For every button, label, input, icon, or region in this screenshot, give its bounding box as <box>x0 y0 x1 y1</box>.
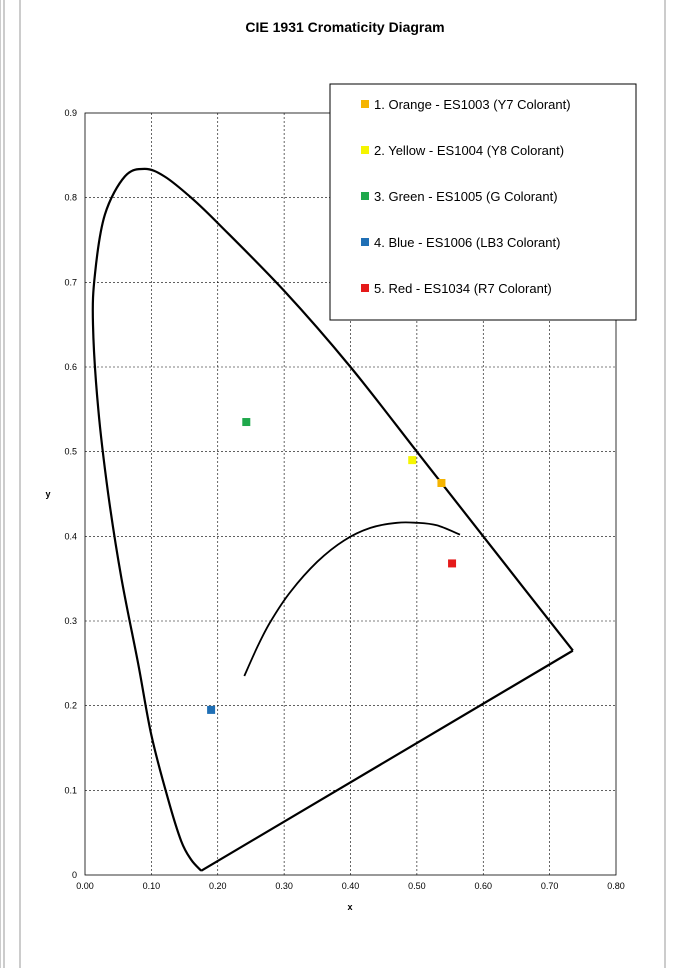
data-point-series-5 <box>448 559 457 568</box>
y-tick-label: 0 <box>72 870 77 880</box>
legend-label-1: 1. Orange - ES1003 (Y7 Colorant) <box>374 97 571 112</box>
y-tick-label: 0.1 <box>64 785 77 795</box>
legend-label-3: 3. Green - ES1005 (G Colorant) <box>374 189 558 204</box>
line-of-purples <box>200 649 574 872</box>
legend-label-5: 5. Red - ES1034 (R7 Colorant) <box>374 281 552 296</box>
legend-marker-2 <box>361 146 369 154</box>
legend: 1. Orange - ES1003 (Y7 Colorant) 2. Yello… <box>329 83 637 321</box>
legend-marker-5 <box>361 284 369 292</box>
y-axis-title: y <box>45 489 50 499</box>
x-tick-label: 0.70 <box>541 881 559 891</box>
y-tick-label: 0.6 <box>64 362 77 372</box>
y-tick-label: 0.9 <box>64 108 77 118</box>
ticks-layer: 0.00 0.10 0.20 0.30 0.40 0.50 0.60 0.70 0.80 0 0.1… <box>64 108 624 891</box>
x-tick-label: 0.10 <box>143 881 161 891</box>
x-tick-label: 0.40 <box>342 881 360 891</box>
y-tick-label: 0.8 <box>64 193 77 203</box>
data-point-series-1 <box>437 478 446 487</box>
y-tick-label: 0.7 <box>64 277 77 287</box>
points-layer <box>207 418 457 714</box>
legend-marker-4 <box>361 238 369 246</box>
legend-marker-3 <box>361 192 369 200</box>
y-tick-label: 0.5 <box>64 447 77 457</box>
chart-title: CIE 1931 Cromaticity Diagram <box>245 19 444 35</box>
planckian-locus-curve <box>243 521 461 677</box>
legend-marker-1 <box>361 100 369 108</box>
x-tick-label: 0.30 <box>275 881 293 891</box>
x-tick-label: 0.60 <box>474 881 492 891</box>
x-axis-title: x <box>347 902 352 912</box>
data-point-series-4 <box>207 705 216 714</box>
y-tick-label: 0.3 <box>64 616 77 626</box>
x-tick-label: 0.20 <box>209 881 227 891</box>
y-tick-label: 0.4 <box>64 531 77 541</box>
y-tick-label: 0.2 <box>64 701 77 711</box>
curves-layer <box>91 167 574 872</box>
data-point-series-3 <box>242 418 251 427</box>
x-tick-label: 0.00 <box>76 881 94 891</box>
spectral-locus-curve <box>91 167 574 872</box>
x-tick-label: 0.80 <box>607 881 625 891</box>
legend-label-4: 4. Blue - ES1006 (LB3 Colorant) <box>374 235 560 250</box>
data-point-series-2 <box>408 456 417 465</box>
legend-label-2: 2. Yellow - ES1004 (Y8 Colorant) <box>374 143 564 158</box>
legend-box <box>329 83 637 321</box>
x-tick-label: 0.50 <box>408 881 426 891</box>
